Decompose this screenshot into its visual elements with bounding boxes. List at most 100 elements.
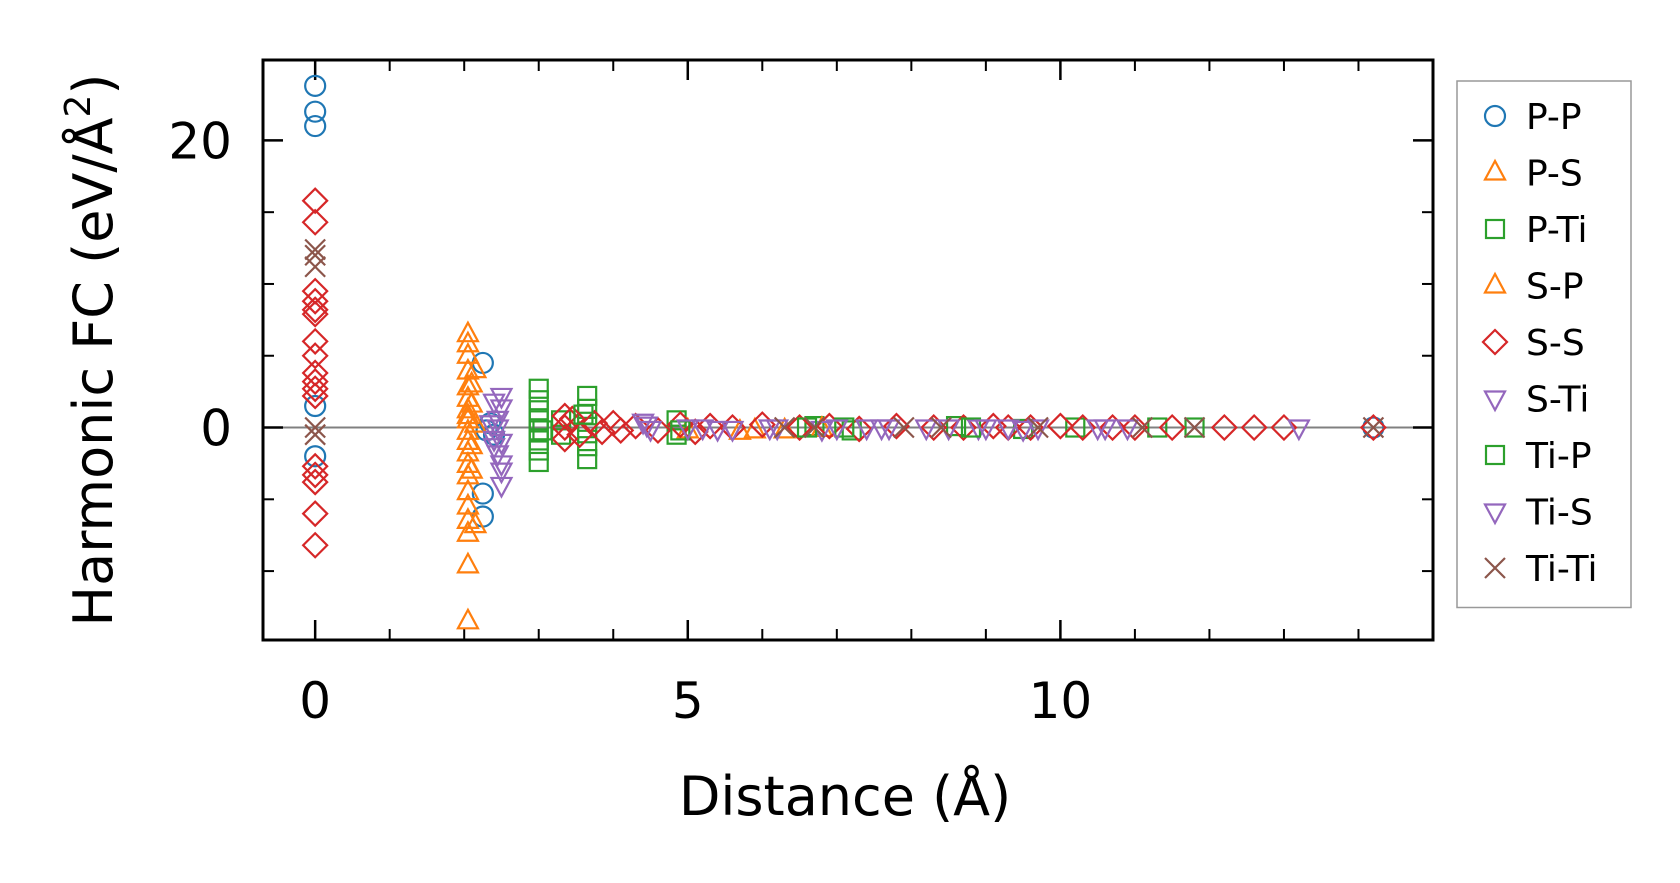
series-p-s [456, 320, 797, 630]
data-point [1131, 416, 1154, 439]
data-point [786, 413, 814, 442]
legend-label: Ti-Ti [1525, 549, 1597, 590]
legend-entry-p-p: P-P [1483, 97, 1582, 138]
data-point [301, 382, 329, 410]
data-point [489, 387, 514, 410]
data-point [301, 187, 329, 215]
x-tick-label: 5 [672, 672, 704, 730]
data-point [471, 482, 494, 505]
legend: P-P P-S P-Ti S-P S-S S-Ti Ti-P Ti-S Ti-Ti [1456, 80, 1632, 609]
data-point [996, 419, 1021, 442]
data-point [304, 74, 327, 97]
data-point [304, 238, 326, 261]
legend-entry-p-ti: P-Ti [1484, 210, 1588, 251]
data-point [456, 330, 480, 353]
x-axis-label: Distance (Å) [679, 764, 1011, 828]
data-point [1362, 416, 1385, 439]
data-point [459, 432, 484, 455]
data-point [456, 428, 480, 450]
legend-entry-ti-ti: Ti-Ti [1484, 549, 1597, 590]
y-axis-label: Harmonic FC (eV/Å2) [58, 74, 125, 627]
data-point [456, 418, 480, 440]
data-point [728, 418, 752, 440]
data-point [456, 607, 480, 630]
data-point [304, 100, 327, 123]
data-point [1287, 419, 1311, 442]
data-point [834, 417, 855, 438]
data-point [914, 419, 939, 442]
data-point [882, 412, 910, 440]
data-point [893, 416, 915, 439]
x-tick-label: 10 [1029, 672, 1093, 730]
data-point [463, 356, 488, 379]
data-point [720, 420, 745, 443]
data-point [528, 440, 549, 461]
data-point [301, 277, 329, 305]
legend-entry-s-p: S-P [1483, 267, 1584, 308]
data-point [301, 531, 329, 559]
data-point [803, 416, 826, 439]
legend-entry-s-s: S-S [1481, 323, 1585, 364]
data-point [301, 359, 329, 387]
legend-marker [1483, 271, 1507, 294]
data-point [573, 404, 594, 425]
data-point [532, 420, 553, 441]
legend-marker [1484, 557, 1506, 579]
y-axis-label-close: ) [62, 74, 125, 95]
legend-marker [1483, 158, 1507, 181]
data-point [489, 462, 514, 485]
legend-label: S-S [1526, 323, 1585, 364]
data-point [304, 114, 327, 138]
data-point [631, 413, 655, 436]
data-point [485, 419, 510, 442]
data-point [577, 385, 598, 407]
data-point [301, 375, 329, 403]
x-tick-label: 0 [299, 672, 331, 730]
y-tick-label: 20 [168, 112, 232, 170]
data-point [456, 402, 480, 425]
data-point [301, 500, 329, 528]
legend-label: Ti-S [1525, 493, 1593, 534]
data-point [690, 419, 715, 442]
data-point [1011, 420, 1035, 443]
legend-marker [1484, 444, 1506, 466]
y-axis-label-main: Harmonic FC (eV/Å [61, 117, 125, 626]
data-point [301, 342, 329, 370]
data-point [456, 478, 480, 501]
data-point [551, 413, 579, 442]
data-point [945, 415, 967, 437]
data-point [1093, 419, 1117, 442]
legend-marker [1483, 104, 1507, 128]
series-s-s [301, 187, 1387, 559]
series-ti-ti [304, 238, 1385, 446]
data-point [482, 438, 506, 461]
plot-area-border [261, 58, 1435, 642]
data-point [304, 445, 327, 468]
series-s-p [456, 356, 834, 534]
data-points [301, 74, 1387, 630]
data-point [551, 425, 579, 453]
data-point [304, 423, 326, 446]
data-point [482, 393, 506, 416]
data-point [1359, 413, 1387, 442]
data-point [743, 416, 767, 439]
data-point [456, 341, 480, 364]
data-point [607, 416, 635, 444]
data-point [773, 416, 796, 439]
data-point [528, 378, 549, 399]
legend-entry-p-s: P-S [1483, 154, 1583, 195]
data-point [1026, 419, 1050, 442]
data-point [301, 461, 329, 489]
data-point [974, 419, 998, 442]
data-point [634, 416, 659, 439]
data-point [459, 456, 484, 479]
data-point [566, 421, 594, 449]
data-point [1210, 413, 1238, 442]
axis-ticks: 0 5 10 0 20 [168, 60, 1433, 730]
data-point [681, 418, 709, 446]
series-ti-s [482, 393, 1117, 499]
data-point [638, 420, 663, 443]
data-point [949, 413, 978, 442]
data-point [528, 451, 549, 473]
legend-label: P-S [1526, 154, 1583, 195]
